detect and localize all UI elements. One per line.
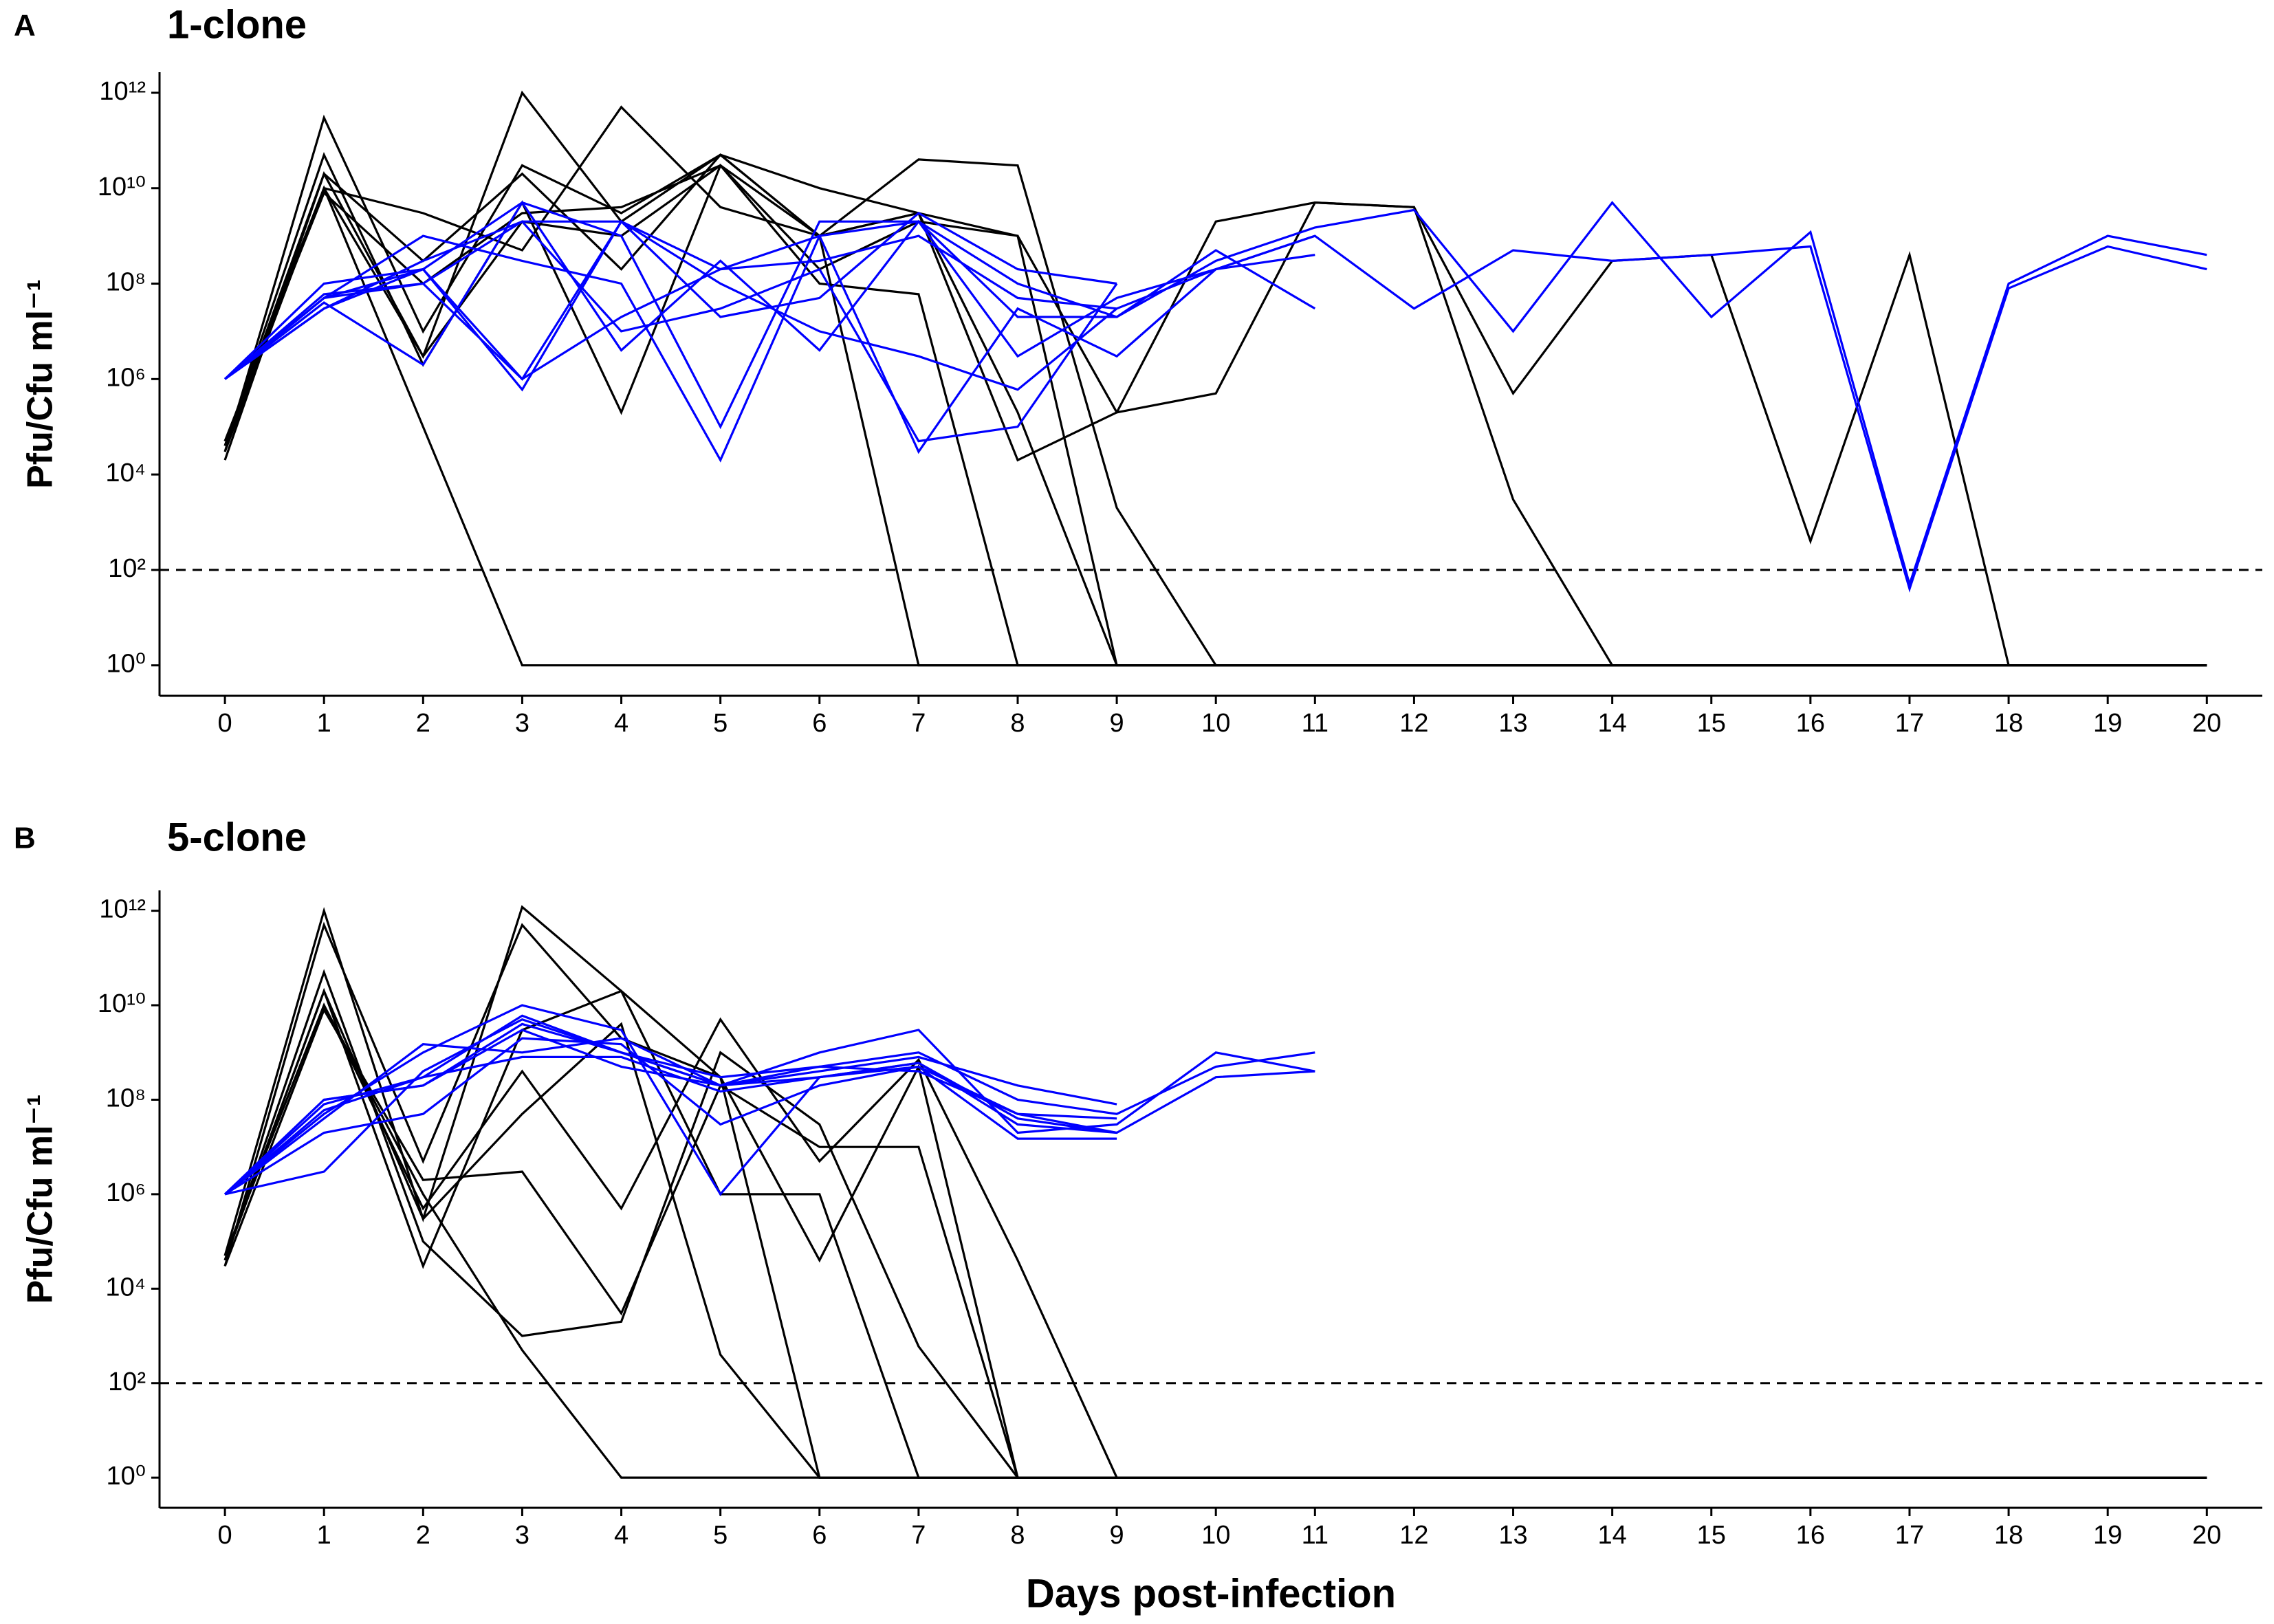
x-tick-label: 10	[1201, 709, 1230, 738]
x-tick-label: 2	[416, 709, 430, 738]
x-tick-label: 2	[416, 1521, 430, 1550]
panel-title: 1-clone	[167, 2, 307, 47]
series-line	[223, 164, 2207, 667]
panel-title: 5-clone	[167, 815, 307, 859]
x-tick-label: 1	[317, 1521, 331, 1550]
x-tick-label: 11	[1302, 709, 1329, 738]
y-tick-label: 10¹²	[99, 895, 146, 924]
x-tick-label: 12	[1399, 1521, 1428, 1550]
series-line	[223, 905, 2207, 1479]
panel-letter: A	[14, 9, 36, 43]
x-tick-label: 3	[515, 709, 529, 738]
x-tick-label: 0	[218, 1521, 232, 1550]
x-tick-label: 4	[614, 709, 628, 738]
series-line	[224, 219, 1118, 392]
series-line	[223, 234, 1315, 454]
y-tick-label: 10⁶	[106, 363, 146, 392]
series-line	[223, 969, 2207, 1479]
x-tick-label: 14	[1598, 1521, 1627, 1550]
x-tick-label: 17	[1895, 1521, 1924, 1550]
x-tick-label: 10	[1201, 1521, 1230, 1550]
series-line	[223, 987, 2207, 1479]
y-tick-label: 10²	[108, 554, 146, 583]
x-tick-label: 3	[515, 1521, 529, 1550]
y-tick-label: 10¹²	[99, 77, 146, 106]
y-axis-label: Pfu/Cfu ml⁻¹	[21, 279, 61, 489]
x-tick-label: 5	[713, 709, 728, 738]
x-tick-label: 0	[218, 709, 232, 738]
x-tick-label: 8	[1010, 1521, 1025, 1550]
x-tick-label: 7	[911, 709, 926, 738]
series-line	[224, 1004, 1315, 1196]
x-tick-label: 14	[1598, 709, 1627, 738]
series-line	[223, 921, 2207, 1479]
x-tick-label: 16	[1796, 709, 1825, 738]
x-tick-label: 7	[911, 1521, 926, 1550]
x-tick-label: 6	[812, 1521, 827, 1550]
x-tick-label: 13	[1498, 709, 1527, 738]
y-tick-label: 10⁴	[105, 459, 146, 487]
x-tick-label: 6	[812, 709, 827, 738]
series-line	[223, 1007, 2207, 1479]
series-line	[224, 1037, 1117, 1196]
y-axis-label: Pfu/Cfu ml⁻¹	[21, 1095, 61, 1304]
y-tick-label: 10⁸	[106, 1084, 146, 1113]
x-tick-label: 12	[1399, 709, 1428, 738]
x-tick-label: 5	[713, 1521, 728, 1550]
y-tick-label: 10⁰	[106, 1462, 146, 1491]
x-tick-label: 20	[2192, 1521, 2221, 1550]
series-line	[224, 1014, 1117, 1196]
panel-letter: B	[14, 822, 36, 855]
series-line	[224, 1055, 1117, 1196]
y-tick-label: 10²	[108, 1368, 146, 1396]
series-line	[224, 220, 2207, 593]
y-tick-label: 10⁰	[106, 650, 146, 679]
x-tick-label: 15	[1697, 1521, 1726, 1550]
x-tick-label: 16	[1796, 1521, 1825, 1550]
x-tick-label: 4	[614, 1521, 628, 1550]
x-tick-label: 9	[1110, 1521, 1124, 1550]
x-tick-label: 18	[1994, 1521, 2023, 1550]
series-line	[224, 212, 1117, 381]
series-line	[224, 201, 2207, 589]
x-tick-label: 13	[1498, 1521, 1527, 1550]
x-tick-label: 15	[1697, 709, 1726, 738]
y-tick-label: 10⁶	[106, 1178, 146, 1207]
y-tick-label: 10¹⁰	[98, 989, 146, 1018]
y-tick-label: 10¹⁰	[98, 173, 146, 201]
series-line	[223, 988, 2207, 1479]
x-tick-label: 20	[2192, 709, 2221, 738]
x-tick-label: 18	[1994, 709, 2023, 738]
y-tick-label: 10⁸	[106, 268, 146, 297]
series-line	[223, 114, 2207, 667]
x-tick-label: 19	[2093, 709, 2122, 738]
x-tick-label: 9	[1110, 709, 1124, 738]
x-tick-label: 11	[1302, 1521, 1329, 1550]
y-tick-label: 10⁴	[105, 1273, 146, 1302]
series-line	[224, 220, 1315, 463]
x-tick-label: 8	[1010, 709, 1025, 738]
x-tick-label: 17	[1895, 709, 1924, 738]
series-line	[224, 200, 1316, 380]
x-axis-label: Days post-infection	[1026, 1571, 1396, 1616]
x-tick-label: 1	[317, 709, 331, 738]
x-tick-label: 19	[2093, 1521, 2122, 1550]
